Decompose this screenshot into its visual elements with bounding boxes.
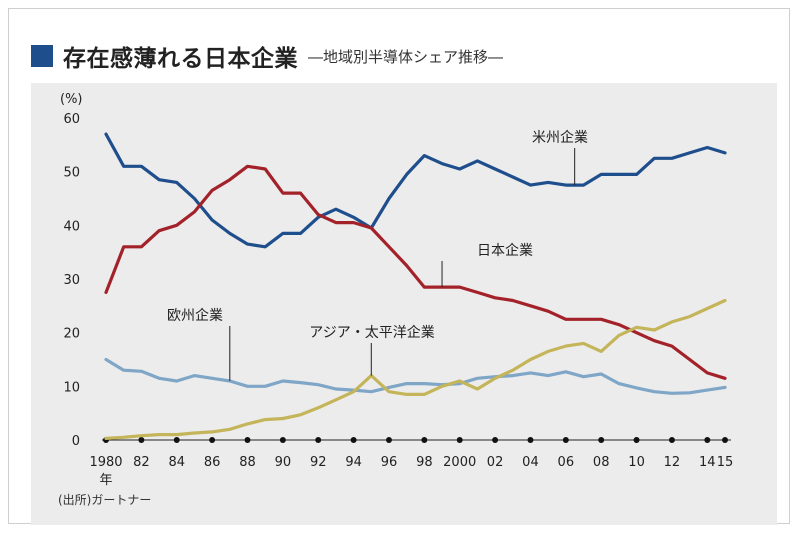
x-tick-label: 14 <box>699 455 716 470</box>
x-tick-label: 82 <box>133 455 150 470</box>
x-tick-dot <box>315 437 322 443</box>
x-tick-label: 98 <box>416 455 433 470</box>
x-tick-label: 84 <box>168 455 185 470</box>
x-tick-label: 88 <box>239 455 256 470</box>
x-tick-dot <box>279 437 286 443</box>
plot-panel <box>31 83 777 525</box>
x-tick-dot <box>562 437 569 443</box>
x-tick-dot <box>704 437 711 443</box>
x-tick-dot <box>244 437 251 443</box>
x-tick-dot <box>668 437 675 443</box>
y-tick-label: 60 <box>63 112 80 127</box>
x-tick-dot <box>492 437 499 443</box>
x-tick-label: 08 <box>593 455 610 470</box>
series-line <box>104 164 727 380</box>
x-tick-dot <box>173 437 180 443</box>
series-line <box>104 298 727 440</box>
x-tick-label: 2000 <box>443 455 476 470</box>
chart-header: 存在感薄れる日本企業 ―地域別半導体シェア推移― <box>31 39 503 73</box>
x-tick-label: 86 <box>204 455 221 470</box>
x-tick-label: 02 <box>487 455 504 470</box>
x-tick-dot <box>385 437 392 443</box>
y-tick-label: 50 <box>63 166 80 181</box>
x-tick-dot <box>209 437 216 443</box>
x-tick-dot <box>633 437 640 443</box>
x-tick-label: 10 <box>628 455 645 470</box>
source-note: (出所)ガートナー <box>58 493 151 507</box>
x-tick-dot <box>350 437 357 443</box>
x-tick-dot <box>456 437 463 443</box>
y-tick-label: 30 <box>63 273 80 288</box>
x-tick-label: 06 <box>558 455 575 470</box>
series-annotation-label: アジア・太平洋企業 <box>309 324 434 341</box>
chart-title: 存在感薄れる日本企業 <box>63 46 298 72</box>
series-line <box>104 357 727 395</box>
title-marker-square <box>31 45 53 67</box>
series-annotation-label: 欧州企業 <box>167 307 223 324</box>
x-tick-label: 90 <box>275 455 292 470</box>
x-tick-dot <box>722 437 728 443</box>
chart-subtitle: ―地域別半導体シェア推移― <box>308 47 504 66</box>
x-tick-dot <box>421 437 428 443</box>
x-tick-label: 94 <box>345 455 362 470</box>
y-tick-label: 20 <box>63 327 80 342</box>
x-tick-label: 12 <box>664 455 681 470</box>
series-annotation-label: 日本企業 <box>477 242 533 259</box>
y-tick-label: 40 <box>63 219 80 234</box>
x-tick-dot <box>598 437 605 443</box>
x-tick-label: 92 <box>310 455 327 470</box>
x-year-suffix: 年 <box>99 473 112 488</box>
x-tick-dot <box>527 437 534 443</box>
series-annotation-label: 米州企業 <box>532 129 588 146</box>
x-tick-label: 96 <box>381 455 398 470</box>
x-tick-label: 1980 <box>89 455 122 470</box>
x-tick-label: 04 <box>522 455 539 470</box>
y-tick-label: 10 <box>63 380 80 395</box>
y-tick-label: 0 <box>72 434 80 449</box>
chart-frame: 存在感薄れる日本企業 ―地域別半導体シェア推移― <box>8 8 790 525</box>
y-axis-unit: (%) <box>60 92 83 107</box>
x-tick-label: 15 <box>717 455 734 470</box>
series-line <box>104 132 727 249</box>
x-tick-dot <box>138 437 145 443</box>
